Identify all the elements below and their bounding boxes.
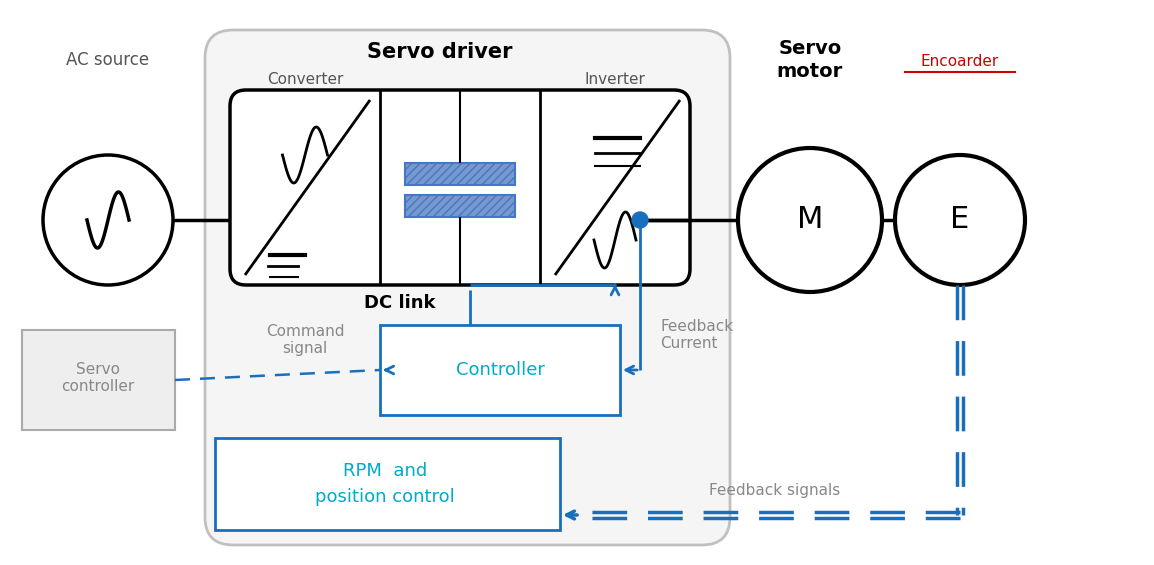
Text: Servo
controller: Servo controller: [61, 362, 135, 394]
Text: E: E: [951, 206, 969, 234]
Text: Feedback
Current: Feedback Current: [660, 319, 733, 351]
Text: Encoarder: Encoarder: [921, 54, 999, 69]
Text: Servo driver: Servo driver: [367, 42, 512, 62]
Text: Controller: Controller: [456, 361, 545, 379]
Circle shape: [739, 148, 882, 292]
Text: DC link: DC link: [365, 294, 436, 312]
Circle shape: [896, 155, 1025, 285]
Bar: [405, 195, 515, 217]
Circle shape: [632, 212, 649, 228]
Bar: [22, 330, 175, 430]
Text: M: M: [796, 206, 823, 234]
Text: Converter: Converter: [267, 72, 343, 88]
Text: RPM  and
position control: RPM and position control: [315, 463, 455, 506]
Text: Command
signal: Command signal: [265, 324, 344, 356]
Text: Inverter: Inverter: [585, 72, 645, 88]
Bar: [215, 438, 560, 530]
Bar: [405, 163, 515, 185]
Text: Servo
motor: Servo motor: [777, 39, 844, 81]
FancyBboxPatch shape: [205, 30, 730, 545]
Bar: [380, 325, 620, 415]
FancyBboxPatch shape: [230, 90, 690, 285]
Text: Feedback signals: Feedback signals: [710, 483, 840, 498]
Circle shape: [43, 155, 173, 285]
Text: AC source: AC source: [67, 51, 150, 69]
